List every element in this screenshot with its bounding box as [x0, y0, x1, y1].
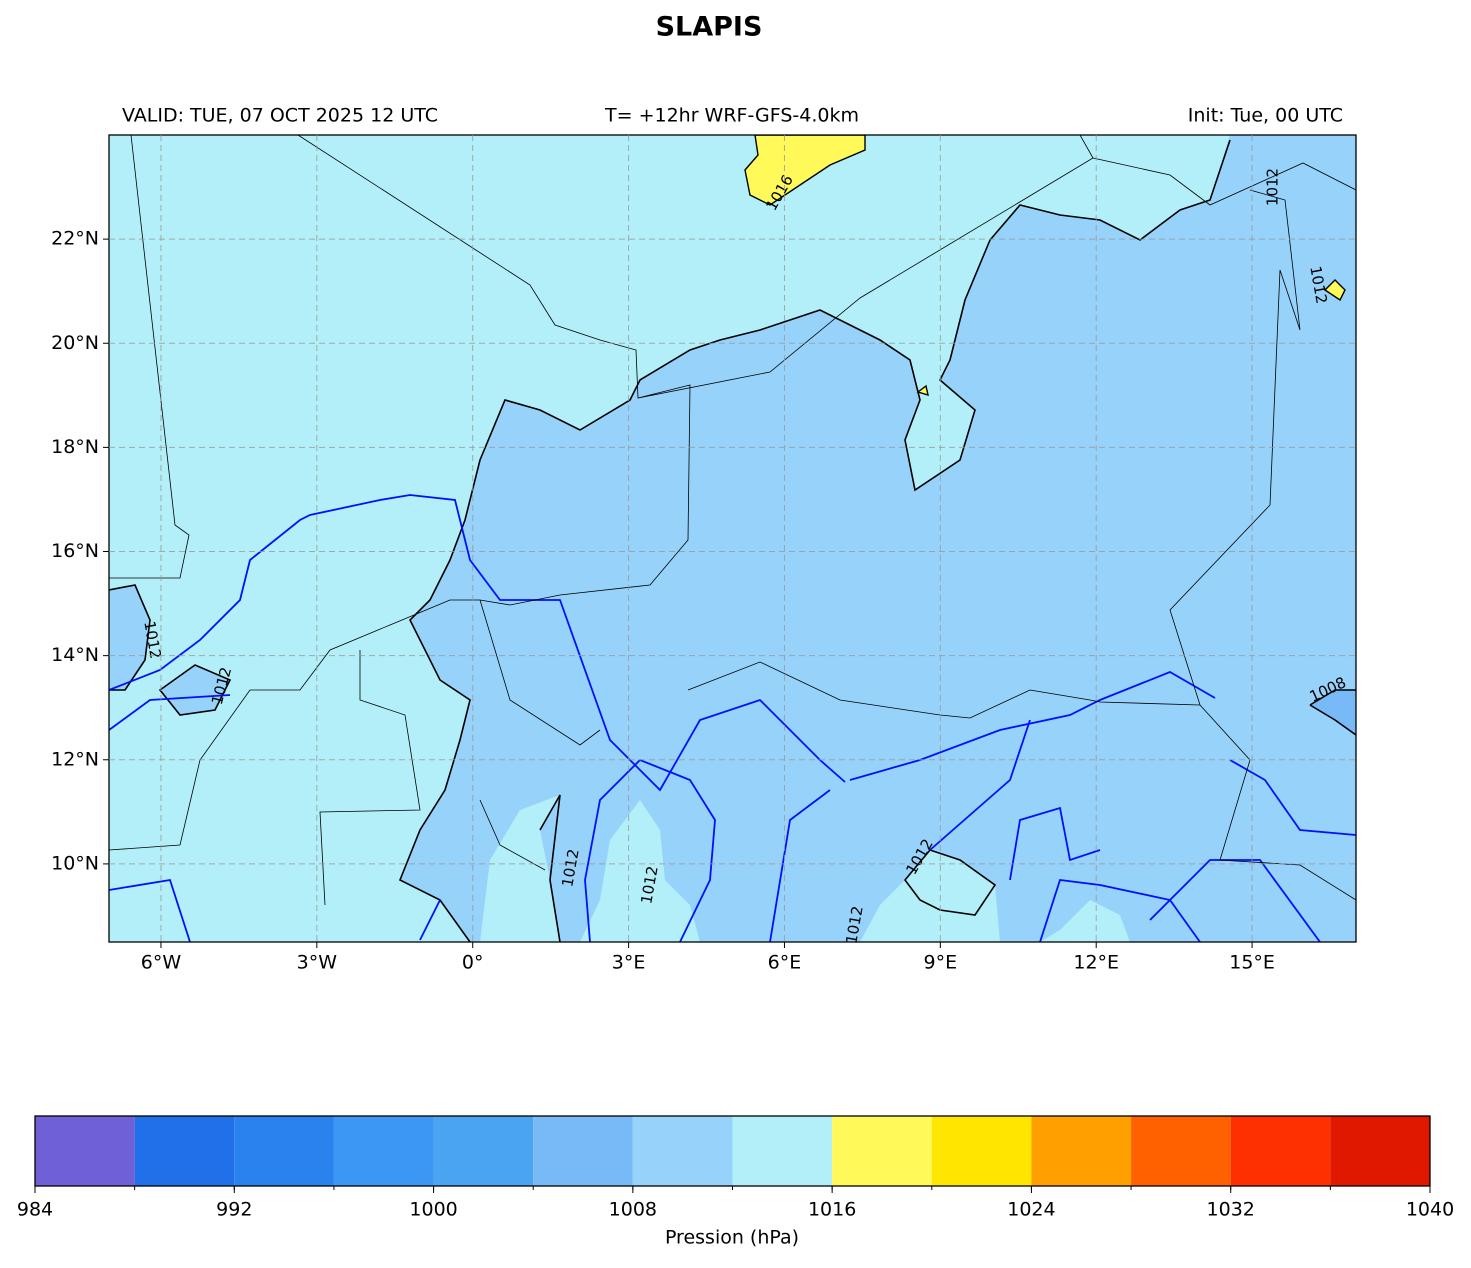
map-frame [108, 134, 1357, 943]
y-tick-label: 14°N [51, 644, 99, 666]
colorbar-bin [533, 1116, 633, 1186]
colorbar-bin [1230, 1116, 1331, 1186]
colorbar-bin [134, 1116, 235, 1186]
colorbar-frame [34, 1115, 1431, 1187]
y-tick-label: 18°N [51, 436, 99, 458]
contour-label: 1012 [1264, 168, 1282, 206]
x-tick-label: 6°E [768, 952, 802, 974]
colorbar-bin [1131, 1116, 1231, 1186]
colorbar-tick-label: 984 [17, 1199, 53, 1221]
x-tick-label: 3°E [612, 952, 646, 974]
colorbar-bin [35, 1116, 135, 1186]
x-tick-label: 12°E [1073, 952, 1119, 974]
x-tick-label: 9°E [924, 952, 958, 974]
colorbar-bin [234, 1116, 334, 1186]
pressure-field [905, 850, 995, 915]
colorbar-bin [433, 1116, 534, 1186]
x-tick-label: 15°E [1229, 952, 1275, 974]
subtitle-left: VALID: TUE, 07 OCT 2025 12 UTC [122, 105, 438, 127]
colorbar-bin [732, 1116, 833, 1186]
colorbar-label: Pression (hPa) [665, 1227, 799, 1249]
colorbar-tick-label: 1016 [808, 1199, 856, 1221]
colorbar-bin [931, 1116, 1032, 1186]
x-tick-label: 6°W [141, 952, 182, 974]
colorbar-tick-label: 1000 [409, 1199, 457, 1221]
subtitle-right: Init: Tue, 00 UTC [1188, 105, 1343, 127]
pressure-field [400, 135, 1356, 942]
colorbar-bin [632, 1116, 733, 1186]
pressure-field [109, 585, 230, 715]
pressure-field [1310, 690, 1356, 735]
y-tick-label: 16°N [51, 540, 99, 562]
colorbar-tick-label: 1040 [1406, 1199, 1454, 1221]
x-tick-label: 0° [462, 952, 484, 974]
map [109, 135, 1356, 942]
y-tick-label: 22°N [51, 228, 99, 250]
y-tick-label: 10°N [51, 852, 99, 874]
colorbar-bin [1330, 1116, 1430, 1186]
y-tick-label: 20°N [51, 332, 99, 354]
subtitle-center: T= +12hr WRF-GFS-4.0km [604, 105, 859, 127]
colorbar-bin [1031, 1116, 1132, 1186]
colorbar-tick-label: 1008 [609, 1199, 657, 1221]
colorbar-bin [333, 1116, 434, 1186]
pressure-field [744, 135, 1346, 397]
colorbar-bin [832, 1116, 932, 1186]
colorbar-tick-label: 992 [216, 1199, 252, 1221]
colorbar-tick-label: 1032 [1207, 1199, 1255, 1221]
y-tick-label: 12°N [51, 748, 99, 770]
colorbar-tick-label: 1024 [1007, 1199, 1055, 1221]
title: SLAPIS [656, 12, 763, 43]
x-tick-label: 3°W [297, 952, 338, 974]
